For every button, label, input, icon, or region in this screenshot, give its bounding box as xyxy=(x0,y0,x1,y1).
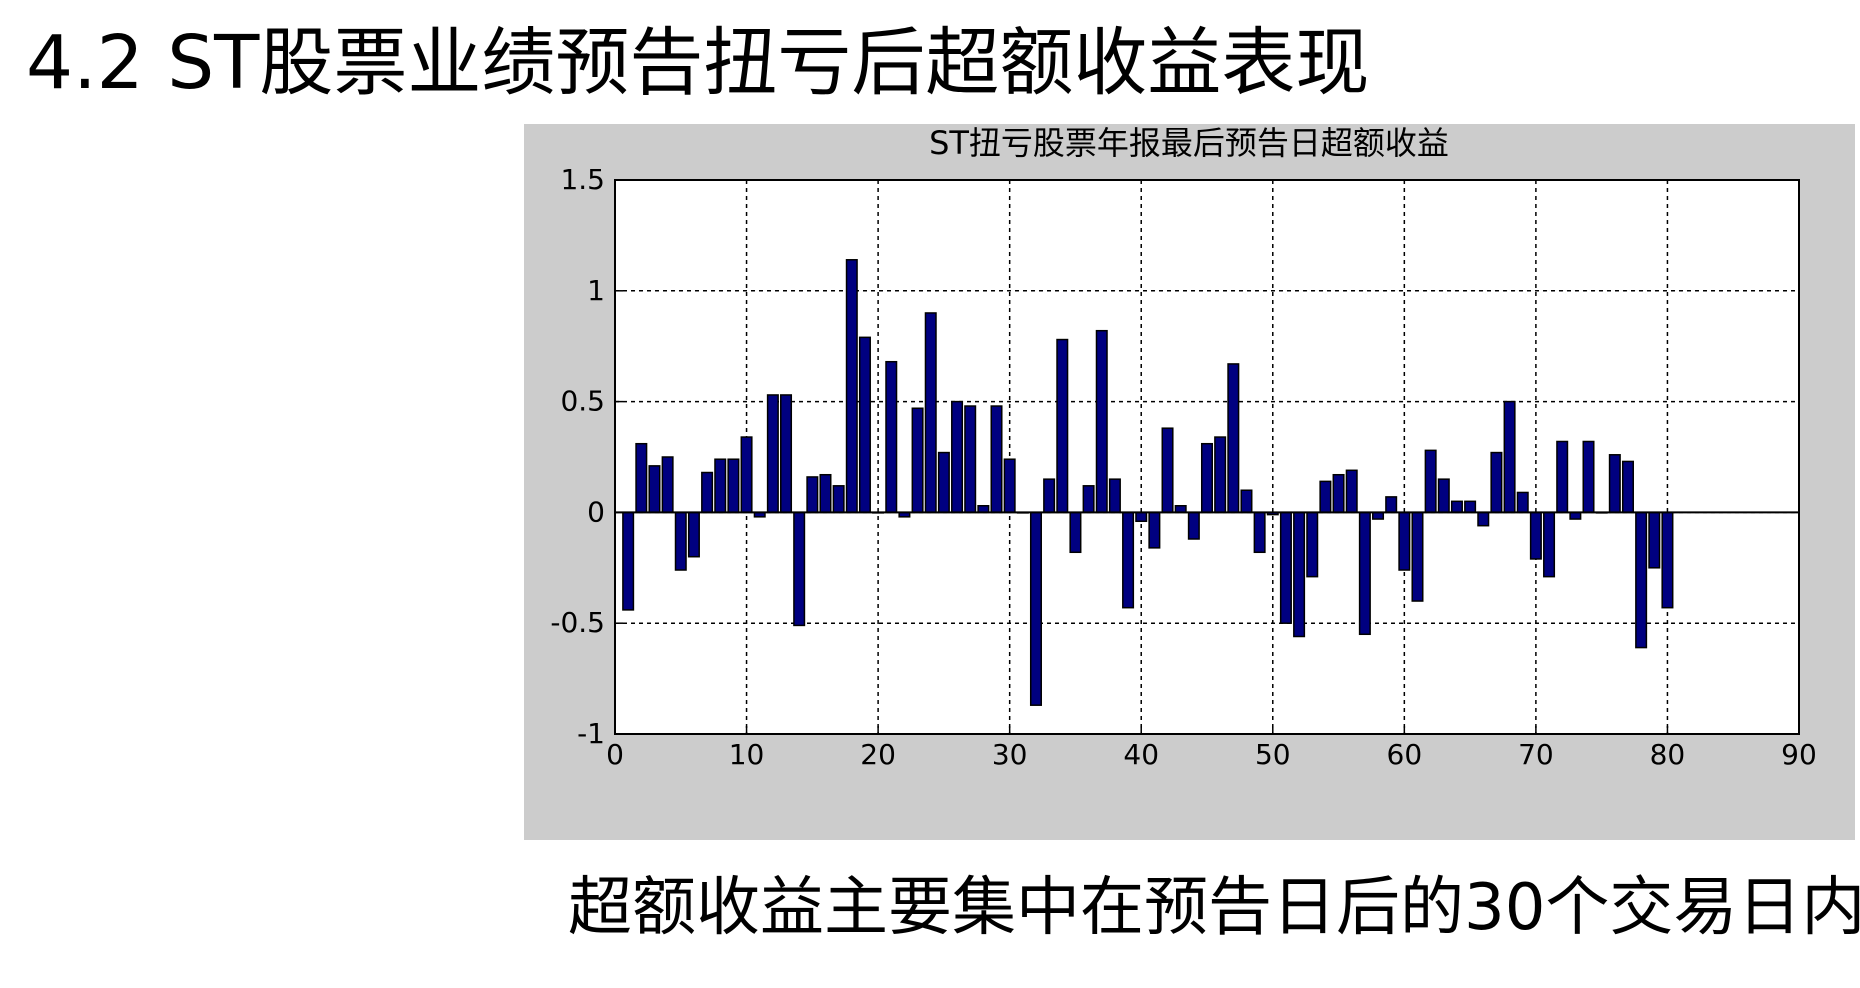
bar xyxy=(1095,329,1108,514)
bar xyxy=(1003,458,1016,514)
bar xyxy=(1043,478,1056,514)
x-tick-label: 90 xyxy=(1781,738,1817,771)
bar xyxy=(1477,511,1490,527)
bar xyxy=(1385,496,1398,514)
bar xyxy=(858,336,871,514)
x-tick-label: 70 xyxy=(1518,738,1554,771)
bar xyxy=(674,511,687,571)
bar xyxy=(1437,478,1450,514)
y-tick-label: -0.5 xyxy=(550,606,605,639)
bar xyxy=(911,407,924,514)
bar xyxy=(806,476,819,514)
bar xyxy=(635,442,648,514)
x-tick-label: 80 xyxy=(1650,738,1686,771)
bar xyxy=(701,471,714,514)
chart-panel: ST扭亏股票年报最后预告日超额收益 0 10 20 30 40 50 60 70 80 90 1.… xyxy=(524,124,1855,840)
bar xyxy=(1529,511,1542,560)
slide-title: 4.2 ST股票业绩预告扭亏后超额收益表现 xyxy=(26,20,1370,106)
bar xyxy=(714,458,727,514)
bar xyxy=(924,312,937,514)
bar xyxy=(1056,338,1069,514)
bar xyxy=(990,405,1003,514)
bar xyxy=(780,394,793,514)
bar xyxy=(832,485,845,514)
bar xyxy=(1200,442,1214,514)
bar xyxy=(885,360,898,514)
y-tick-label: 0 xyxy=(587,495,605,528)
bar xyxy=(1108,478,1121,514)
bar xyxy=(1082,485,1095,514)
bar xyxy=(1319,480,1332,514)
bar xyxy=(1135,511,1148,523)
bar xyxy=(1187,511,1200,540)
x-axis-ticks: 0 10 20 30 40 50 60 70 80 90 xyxy=(606,726,1817,771)
bar xyxy=(1253,511,1266,554)
bar xyxy=(648,465,661,514)
bar xyxy=(1122,511,1135,609)
bar xyxy=(1227,363,1240,514)
bar xyxy=(1464,500,1477,514)
bar xyxy=(951,400,964,514)
bar xyxy=(819,473,832,514)
bar xyxy=(1543,511,1556,578)
y-tick-label: 1 xyxy=(587,274,605,307)
bar xyxy=(793,511,806,627)
bar xyxy=(1161,427,1174,514)
bar xyxy=(687,511,700,558)
bar xyxy=(1608,454,1621,514)
bar xyxy=(1279,511,1292,624)
plot-frame xyxy=(614,179,1800,735)
bar xyxy=(1345,469,1358,514)
bars xyxy=(622,259,1674,706)
y-tick-label: 1.5 xyxy=(560,163,605,196)
bar xyxy=(1069,511,1082,554)
bar xyxy=(766,394,779,514)
bar xyxy=(937,451,950,514)
slide-caption: 超额收益主要集中在预告日后的30个交易日内 xyxy=(568,871,1860,945)
bar xyxy=(622,511,635,611)
bar xyxy=(845,259,858,514)
bar xyxy=(1332,473,1345,514)
bar xyxy=(1306,511,1319,578)
bar xyxy=(964,405,977,514)
bar xyxy=(1293,511,1306,638)
bar xyxy=(661,456,674,514)
y-tick-label: -1 xyxy=(577,717,605,750)
bar-chart: ST扭亏股票年报最后预告日超额收益 0 10 20 30 40 50 60 70 80 90 1.… xyxy=(550,124,1817,771)
bar xyxy=(1490,451,1503,514)
bar xyxy=(1621,460,1634,514)
bar xyxy=(1411,511,1424,602)
bar xyxy=(1148,511,1161,549)
bar xyxy=(1661,511,1674,609)
y-axis-ticks: 1.5 1 0.5 0 -0.5 -1 xyxy=(550,163,623,750)
bar xyxy=(1516,491,1529,514)
x-tick-label: 60 xyxy=(1387,738,1423,771)
bar xyxy=(1240,489,1253,514)
bar xyxy=(740,436,753,514)
bar xyxy=(1635,511,1648,649)
bar xyxy=(1582,440,1595,514)
y-tick-label: 0.5 xyxy=(560,385,605,418)
x-tick-label: 30 xyxy=(992,738,1028,771)
x-tick-label: 40 xyxy=(1123,738,1159,771)
x-tick-label: 0 xyxy=(606,738,624,771)
x-tick-label: 20 xyxy=(860,738,896,771)
x-tick-label: 10 xyxy=(729,738,765,771)
bar xyxy=(1648,511,1661,569)
chart-title: ST扭亏股票年报最后预告日超额收益 xyxy=(929,124,1449,162)
x-tick-label: 50 xyxy=(1255,738,1291,771)
bar xyxy=(1450,500,1463,514)
bar xyxy=(1424,449,1437,514)
bar xyxy=(1556,440,1569,514)
bar xyxy=(1503,400,1516,514)
bar xyxy=(1029,511,1042,706)
bar xyxy=(1214,436,1227,514)
bar xyxy=(1398,511,1411,571)
bar xyxy=(1358,511,1371,636)
bar xyxy=(727,458,740,514)
